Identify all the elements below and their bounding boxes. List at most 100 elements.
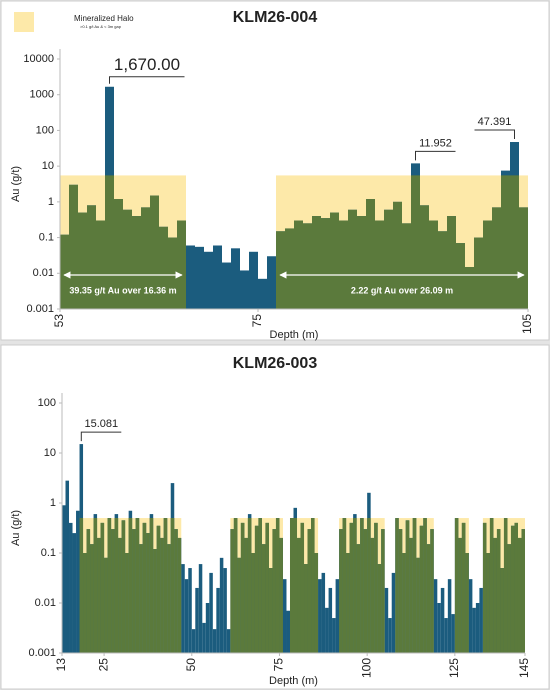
bar-in-halo — [139, 544, 143, 653]
bar-in-halo — [111, 529, 115, 653]
y-tick-label: 0.01 — [35, 597, 56, 609]
bar-in-halo — [87, 205, 96, 309]
bar-in-halo — [174, 529, 178, 653]
bar-in-halo — [501, 175, 510, 309]
bar — [267, 256, 276, 309]
x-tick-label: 25 — [96, 658, 110, 672]
bar-in-halo — [465, 266, 474, 309]
y-tick-label: 0.01 — [33, 267, 54, 279]
bar-in-halo — [465, 553, 469, 653]
bar-in-halo — [60, 234, 69, 309]
y-tick-label: 100 — [38, 397, 56, 409]
value-label: 1,670.00 — [114, 55, 180, 74]
bar-in-halo — [423, 518, 427, 653]
bar-in-halo — [461, 522, 466, 653]
bar-in-halo — [321, 218, 330, 309]
bar — [216, 587, 220, 653]
bar — [391, 572, 396, 653]
bar — [223, 568, 227, 653]
bar — [444, 618, 448, 653]
bar-in-halo — [393, 201, 402, 309]
y-tick-label: 0.1 — [39, 231, 54, 243]
bar-in-halo — [430, 529, 434, 653]
bar-in-halo — [146, 533, 150, 653]
bar-in-halo — [482, 522, 487, 653]
halo-label: 2.22 g/t Au over 26.09 m — [351, 285, 453, 295]
bar-in-halo — [304, 564, 308, 653]
bar-in-halo — [258, 518, 262, 653]
bar-in-halo — [384, 209, 393, 309]
bar-in-halo — [105, 175, 114, 309]
bar — [388, 618, 392, 653]
bar-in-halo — [405, 520, 410, 653]
legend-label: Mineralized Halo — [74, 14, 134, 23]
bar — [258, 278, 267, 309]
y-tick-label: 1 — [50, 497, 56, 509]
bar-in-halo — [339, 529, 343, 653]
bar-in-halo — [311, 518, 315, 653]
bar-in-halo — [381, 529, 385, 653]
bar — [205, 603, 210, 653]
bar-in-halo — [416, 557, 420, 653]
y-axis-label: Au (g/t) — [10, 510, 22, 546]
bar-in-halo — [456, 243, 465, 309]
x-tick-label: 105 — [520, 314, 534, 334]
bar-in-halo — [83, 553, 87, 653]
bar-in-halo — [353, 518, 357, 653]
bar-in-halo — [409, 537, 413, 653]
bar — [468, 579, 473, 653]
bar-in-halo — [517, 537, 522, 653]
chart-title: KLM26-003 — [233, 355, 318, 372]
bar-in-halo — [458, 537, 462, 653]
bar-in-halo — [251, 553, 255, 653]
bar-in-halo — [366, 199, 375, 309]
bar-in-halo — [346, 553, 350, 653]
bar-in-halo — [97, 537, 101, 653]
bar-in-halo — [402, 223, 411, 309]
bar-in-halo — [142, 522, 147, 653]
bar-in-halo — [521, 529, 525, 653]
bar-in-halo — [247, 518, 252, 653]
bar-in-halo — [233, 518, 238, 653]
bar — [65, 480, 70, 653]
bar-in-halo — [492, 207, 501, 309]
bar — [219, 557, 224, 653]
bar-in-halo — [177, 220, 186, 309]
bar — [440, 587, 445, 653]
y-axis-label: Au (g/t) — [10, 166, 22, 202]
y-tick-label: 0.1 — [41, 547, 56, 559]
bar-in-halo — [237, 557, 241, 653]
y-tick-label: 1 — [48, 196, 54, 208]
x-tick-label: 125 — [447, 658, 461, 678]
bar-in-halo — [107, 518, 112, 653]
bar-in-halo — [275, 518, 280, 653]
bar — [72, 533, 77, 653]
bar-in-halo — [254, 525, 259, 653]
bar — [212, 629, 217, 653]
bar — [226, 629, 231, 653]
bar — [384, 587, 389, 653]
bar-in-halo — [314, 553, 319, 653]
label-bracket — [80, 431, 122, 442]
bar — [76, 510, 80, 653]
bar-in-halo — [519, 207, 528, 309]
chart-title: KLM26-004 — [233, 9, 318, 26]
bar-in-halo — [303, 223, 312, 309]
x-tick-label: 13 — [54, 658, 68, 672]
bar-in-halo — [375, 220, 384, 309]
bar-in-halo — [132, 216, 141, 309]
bar-in-halo — [118, 537, 122, 653]
bar-in-halo — [360, 518, 364, 653]
bar-in-halo — [438, 231, 447, 309]
bar-in-halo — [268, 568, 273, 653]
y-tick-label: 10 — [42, 160, 54, 172]
bar-in-halo — [261, 544, 266, 653]
bar — [335, 579, 340, 653]
bar-in-halo — [342, 518, 347, 653]
legend-swatch — [14, 12, 34, 32]
bar-in-halo — [159, 226, 168, 309]
bar — [186, 245, 195, 309]
bar-in-halo — [486, 553, 490, 653]
bar — [195, 246, 204, 309]
